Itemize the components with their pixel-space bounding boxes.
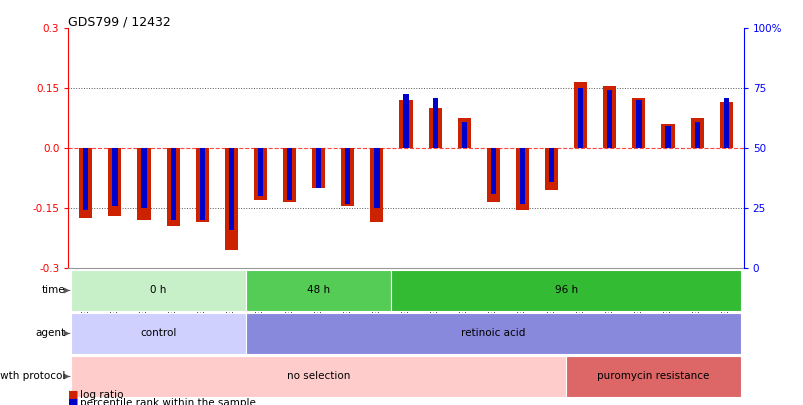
Bar xyxy=(457,118,471,148)
Bar xyxy=(520,148,524,204)
Bar xyxy=(486,148,499,202)
Text: ■: ■ xyxy=(68,398,79,405)
Bar xyxy=(287,148,291,200)
Bar xyxy=(602,86,616,148)
Bar xyxy=(254,148,267,200)
Bar xyxy=(199,148,205,220)
Text: GDS799 / 12432: GDS799 / 12432 xyxy=(68,15,171,28)
Text: 0 h: 0 h xyxy=(150,286,166,296)
Text: time: time xyxy=(42,286,65,296)
Bar xyxy=(225,148,238,250)
Bar xyxy=(391,270,740,311)
Bar xyxy=(661,124,674,148)
Bar xyxy=(432,98,437,148)
Text: growth protocol: growth protocol xyxy=(0,371,65,382)
Bar xyxy=(112,148,117,206)
Bar xyxy=(246,270,391,311)
Bar xyxy=(428,108,441,148)
Bar xyxy=(340,148,354,206)
Bar xyxy=(108,148,121,216)
Bar xyxy=(141,148,146,208)
Text: 48 h: 48 h xyxy=(307,286,330,296)
Bar xyxy=(229,148,234,230)
Text: ■: ■ xyxy=(68,390,79,400)
Text: log ratio: log ratio xyxy=(80,390,124,400)
Text: no selection: no selection xyxy=(287,371,350,382)
Text: 96 h: 96 h xyxy=(554,286,577,296)
Bar xyxy=(403,94,408,148)
Bar xyxy=(577,88,583,148)
Bar xyxy=(719,102,732,148)
Bar xyxy=(573,82,586,148)
Bar xyxy=(312,148,325,188)
Bar xyxy=(195,148,209,222)
Bar xyxy=(71,270,246,311)
Bar xyxy=(665,126,670,148)
Bar xyxy=(606,90,612,148)
Text: agent: agent xyxy=(35,328,65,339)
Bar xyxy=(71,356,565,397)
Bar xyxy=(316,148,321,188)
Bar xyxy=(83,148,88,210)
Bar xyxy=(166,148,179,226)
Bar xyxy=(258,148,263,196)
Bar xyxy=(565,356,740,397)
Bar xyxy=(399,100,412,148)
Bar xyxy=(137,148,150,220)
Bar xyxy=(635,100,641,148)
Text: retinoic acid: retinoic acid xyxy=(461,328,525,339)
Bar xyxy=(370,148,383,222)
Text: control: control xyxy=(141,328,177,339)
Text: percentile rank within the sample: percentile rank within the sample xyxy=(80,398,256,405)
Bar xyxy=(690,118,703,148)
Bar xyxy=(544,148,557,190)
Bar xyxy=(246,313,740,354)
Bar xyxy=(723,98,728,148)
Bar xyxy=(516,148,528,210)
Bar xyxy=(632,98,645,148)
Bar xyxy=(283,148,296,202)
Text: puromycin resistance: puromycin resistance xyxy=(597,371,709,382)
Bar xyxy=(490,148,495,194)
Bar xyxy=(71,313,246,354)
Bar xyxy=(374,148,379,208)
Bar xyxy=(170,148,176,220)
Bar xyxy=(694,122,699,148)
Bar xyxy=(79,148,92,218)
Bar xyxy=(548,148,553,182)
Bar xyxy=(461,122,467,148)
Bar xyxy=(344,148,350,204)
